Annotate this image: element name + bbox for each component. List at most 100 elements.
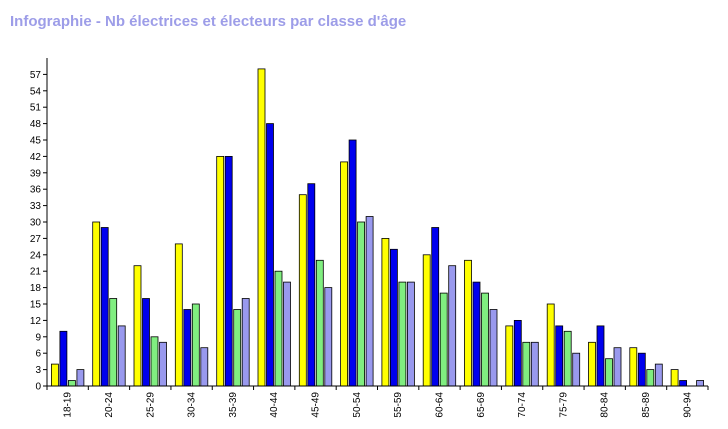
bar-65-69-s2 — [472, 281, 481, 387]
bar-60-64-s3 — [439, 292, 448, 387]
bar-30-34-s1 — [174, 243, 183, 387]
x-tick-label: 45-49 — [311, 392, 322, 418]
bar-18-19-s2 — [59, 330, 68, 387]
bar-30-34-s4 — [200, 347, 209, 387]
bar-65-69-s4 — [489, 309, 498, 387]
bar-18-19-s4 — [76, 369, 85, 387]
bar-18-19-s3 — [68, 380, 76, 387]
y-tick-label: 30 — [30, 218, 42, 229]
bar-80-84-s4 — [613, 347, 622, 387]
bar-50-54-s1 — [340, 161, 349, 387]
y-tick-label: 36 — [30, 185, 42, 196]
bar-75-79-s3 — [563, 330, 572, 387]
bar-20-24-s2 — [100, 227, 109, 387]
bar-70-74-s4 — [530, 341, 539, 387]
bar-65-69-s3 — [481, 292, 489, 387]
bar-50-54-s4 — [365, 216, 374, 387]
bar-50-54-s3 — [357, 221, 366, 387]
bar-85-89-s3 — [646, 369, 655, 387]
y-tick-label: 33 — [30, 201, 42, 212]
x-ticks-group: 18-19 20-24 25-29 30-34 35-39 40-44 45-49 50-54… — [46, 386, 709, 418]
bar-30-34-s3 — [191, 303, 200, 387]
bar-40-44-s3 — [274, 270, 283, 387]
x-tick-label: 35-39 — [228, 392, 239, 418]
bar-55-59-s4 — [406, 281, 415, 387]
bar-25-29-s1 — [133, 265, 142, 387]
bar-80-84-s3 — [605, 358, 613, 387]
y-tick-label: 54 — [30, 86, 42, 97]
bar-85-89-s2 — [637, 352, 646, 387]
bar-25-29-s3 — [150, 336, 159, 387]
y-tick-label: 42 — [30, 152, 42, 163]
y-tick-label: 45 — [30, 136, 42, 147]
x-tick-label: 40-44 — [269, 392, 280, 418]
y-tick-label: 51 — [30, 103, 42, 114]
bar-70-74-s1 — [505, 325, 514, 387]
bar-35-39-s4 — [241, 298, 250, 387]
y-tick-label: 3 — [35, 365, 41, 376]
x-tick-label: 50-54 — [352, 392, 363, 418]
bar-45-49-s4 — [324, 287, 333, 387]
bar-90-94-s4 — [696, 380, 704, 387]
bar-70-74-s3 — [522, 341, 531, 387]
bar-65-69-s1 — [464, 259, 472, 387]
x-tick-label: 25-29 — [145, 392, 156, 418]
y-tick-label: 57 — [30, 70, 42, 81]
bar-25-29-s2 — [142, 298, 150, 387]
bar-85-89-s4 — [654, 363, 663, 387]
bar-60-64-s1 — [422, 254, 431, 387]
x-tick-label: 18-19 — [63, 392, 74, 418]
x-tick-label: 75-79 — [558, 392, 569, 418]
bar-30-34-s2 — [183, 309, 192, 387]
bar-90-94-s2 — [679, 380, 687, 387]
bar-45-49-s2 — [307, 183, 316, 387]
x-tick-label: 60-64 — [434, 392, 445, 418]
bar-35-39-s3 — [233, 309, 242, 387]
y-tick-label: 27 — [30, 234, 42, 245]
bar-60-64-s2 — [431, 227, 440, 387]
bar-55-59-s3 — [398, 281, 407, 387]
x-tick-label: 70-74 — [517, 392, 528, 418]
y-tick-label: 21 — [30, 267, 42, 278]
bar-55-59-s1 — [381, 237, 390, 387]
bar-90-94-s1 — [670, 369, 679, 387]
x-tick-label: 30-34 — [187, 392, 198, 418]
bar-25-29-s4 — [159, 341, 167, 387]
bar-75-79-s4 — [572, 352, 581, 387]
y-tick-label: 12 — [30, 316, 42, 327]
bar-45-49-s3 — [315, 259, 324, 387]
bar-75-79-s1 — [546, 303, 555, 387]
x-tick-label: 20-24 — [104, 392, 115, 418]
x-tick-label: 80-84 — [600, 392, 611, 418]
bar-20-24-s1 — [92, 221, 101, 387]
x-tick-label: 90-94 — [682, 392, 693, 418]
bar-85-89-s1 — [629, 347, 638, 387]
bar-70-74-s2 — [513, 319, 522, 387]
y-tick-label: 6 — [35, 349, 41, 360]
y-tick-label: 48 — [30, 119, 42, 130]
bar-45-49-s1 — [298, 194, 307, 387]
bar-18-19-s1 — [51, 363, 59, 387]
bar-80-84-s1 — [588, 341, 596, 387]
y-tick-label: 24 — [30, 250, 42, 261]
bar-50-54-s2 — [348, 139, 357, 387]
bar-35-39-s1 — [216, 155, 225, 387]
x-tick-label: 65-69 — [476, 392, 487, 418]
bars-group — [51, 68, 704, 387]
bar-35-39-s2 — [224, 155, 233, 387]
x-tick-label: 85-89 — [641, 392, 652, 418]
bar-40-44-s4 — [283, 281, 291, 387]
y-tick-label: 15 — [30, 300, 42, 311]
bar-20-24-s3 — [109, 298, 118, 387]
y-tick-label: 18 — [30, 283, 42, 294]
bar-80-84-s2 — [596, 325, 605, 387]
bar-40-44-s2 — [266, 123, 274, 387]
y-tick-label: 39 — [30, 168, 42, 179]
y-tick-label: 9 — [35, 332, 41, 343]
bar-55-59-s2 — [389, 248, 398, 387]
y-tick-label: 0 — [35, 382, 41, 393]
bar-60-64-s4 — [448, 265, 457, 387]
bar-75-79-s2 — [555, 325, 564, 387]
